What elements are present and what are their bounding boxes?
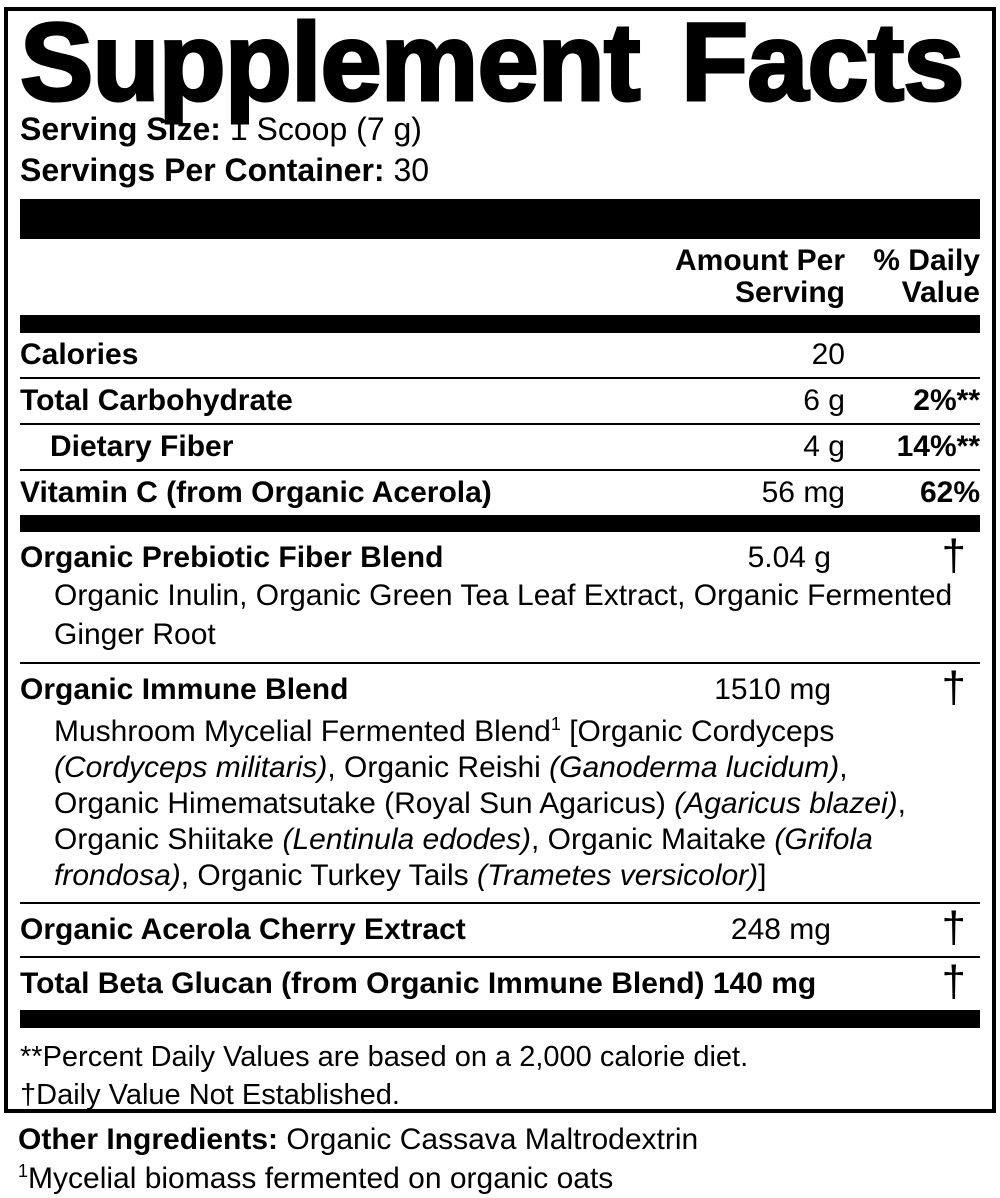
dagger-symbol: † (941, 903, 966, 952)
blend-name: Organic Immune Blend (20, 673, 349, 706)
divider-bar-top (20, 199, 980, 239)
divider-bar-mid (20, 515, 980, 532)
blend-heading: Total Beta Glucan (from Organic Immune B… (20, 957, 980, 1006)
nutrient-name: Total Carbohydrate (20, 384, 293, 417)
blend-row-prebiotic-fiber: Organic Prebiotic Fiber Blend 5.04 g † O… (20, 532, 980, 664)
dagger-symbol: † (941, 957, 966, 1006)
blend-heading: Organic Acerola Cherry Extract 248 mg † (20, 903, 980, 952)
dv-header-line2: Value (901, 276, 980, 309)
nutrient-row-calories: Calories 20 (20, 333, 980, 379)
nutrient-daily-value: 2%** (913, 384, 980, 417)
blend-amount: 5.04 g (747, 541, 831, 574)
blend-row-acerola-cherry: Organic Acerola Cherry Extract 248 mg † (20, 904, 980, 958)
nutrient-row-total-carbohydrate: Total Carbohydrate 6 g 2%** (20, 379, 980, 425)
supplement-facts-title: Supplement Facts (19, 7, 966, 124)
nutrient-name: Dietary Fiber (50, 430, 234, 463)
blend-heading: Organic Prebiotic Fiber Blend 5.04 g † (20, 531, 980, 580)
serving-size-line: Serving Size: 1 Scoop (7 g) (20, 109, 980, 150)
serving-size-label: Serving Size: (20, 111, 221, 147)
divider-bar-bottom (20, 1010, 980, 1028)
dv-header-line1: % Daily (873, 244, 980, 277)
dagger-symbol: † (941, 663, 966, 712)
nutrient-daily-value: 62% (919, 476, 980, 509)
amount-per-serving-header: Amount Per Serving (675, 245, 845, 309)
nutrient-daily-value: 14%** (896, 430, 980, 463)
footnotes: **Percent Daily Values are based on a 2,… (20, 1028, 980, 1111)
footnote-dagger: †Daily Value Not Established. (20, 1079, 400, 1111)
blend-name: Total Beta Glucan (from Organic Immune B… (20, 967, 817, 1000)
nutrient-row-vitamin-c: Vitamin C (from Organic Acerola) 56 mg 6… (20, 471, 980, 515)
mycelial-footnote-line: 1Mycelial biomass fermented on organic o… (18, 1161, 614, 1195)
supplement-facts-panel: Supplement Facts Serving Size: 1 Scoop (… (4, 7, 996, 1113)
blend-row-beta-glucan: Total Beta Glucan (from Organic Immune B… (20, 958, 980, 1010)
blend-ingredients: Organic Inulin, Organic Green Tea Leaf E… (54, 579, 953, 651)
blend-row-immune: Organic Immune Blend 1510 mg † Mushroom … (20, 664, 980, 904)
nutrient-name: Vitamin C (from Organic Acerola) (20, 476, 492, 509)
nutrient-row-dietary-fiber: Dietary Fiber 4 g 14%** (20, 425, 980, 471)
column-headers-row: Amount Per Serving % Daily Value (20, 239, 980, 315)
nutrient-amount: 6 g (803, 384, 845, 417)
dagger-symbol: † (941, 531, 966, 580)
nutrient-amount: 56 mg (761, 476, 845, 509)
blend-amount: 248 mg (730, 913, 831, 946)
nutrient-amount: 4 g (803, 430, 845, 463)
amount-header-line2: Serving (734, 276, 845, 309)
servings-per-container-line: Servings Per Container: 30 (20, 150, 980, 191)
percent-daily-value-header: % Daily Value (845, 245, 980, 309)
nutrient-amount: 20 (811, 338, 845, 371)
servings-per-container-value: 30 (393, 152, 430, 188)
amount-header-line1: Amount Per (674, 244, 845, 277)
nutrient-name: Calories (20, 338, 139, 371)
serving-size-value: 1 Scoop (7 g) (229, 111, 422, 147)
divider-bar-header (20, 315, 980, 333)
below-panel-notes: Other Ingredients: Organic Cassava Maltr… (18, 1120, 986, 1198)
blend-amount: 1510 mg (714, 673, 831, 706)
blend-ingredients: Mushroom Mycelial Fermented Blend1 [Orga… (54, 714, 907, 892)
blend-name: Organic Acerola Cherry Extract (20, 913, 466, 946)
footnote-percent-dv: **Percent Daily Values are based on a 2,… (20, 1041, 749, 1073)
other-ingredients-line: Other Ingredients: Organic Cassava Maltr… (18, 1123, 699, 1156)
blend-name: Organic Prebiotic Fiber Blend (20, 541, 444, 574)
servings-per-container-label: Servings Per Container: (20, 152, 385, 188)
blend-heading: Organic Immune Blend 1510 mg † (20, 663, 980, 712)
